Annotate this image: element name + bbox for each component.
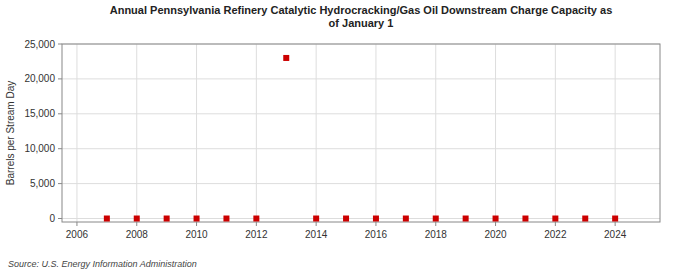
tick-label: 15,000 <box>24 108 55 119</box>
point <box>313 216 319 222</box>
tick-mark <box>375 222 376 226</box>
point <box>253 216 259 222</box>
chart: 05,00010,00015,00020,00025,0002006200820… <box>0 0 675 275</box>
tick-label: 20,000 <box>24 73 55 84</box>
tick-label: 2018 <box>425 229 448 240</box>
tick-mark <box>58 78 62 79</box>
point <box>373 216 379 222</box>
tick-mark <box>58 44 62 45</box>
grid-line <box>136 44 137 222</box>
point <box>582 216 588 222</box>
tick-label: 25,000 <box>24 39 55 50</box>
tick-mark <box>58 113 62 114</box>
tick-mark <box>256 222 257 226</box>
tick-mark <box>58 218 62 219</box>
title-line: Annual Pennsylvania Refinery Catalytic H… <box>110 4 613 16</box>
point <box>134 216 140 222</box>
plot-frame <box>62 44 660 222</box>
source: Source: U.S. Energy Information Administ… <box>8 259 197 269</box>
tick-label: 2008 <box>126 229 149 240</box>
point <box>223 216 229 222</box>
tick-label: 2012 <box>245 229 268 240</box>
tick-mark <box>555 222 556 226</box>
grid-line <box>615 44 616 222</box>
y-axis-label: Barrels per Stream Day <box>5 81 16 185</box>
grid-line <box>435 44 436 222</box>
grid-line <box>256 44 257 222</box>
title-line: of January 1 <box>329 17 394 29</box>
grid <box>62 44 660 222</box>
point <box>433 216 439 222</box>
tick-label: 2010 <box>185 229 208 240</box>
point <box>463 216 469 222</box>
tick-mark <box>495 222 496 226</box>
point <box>283 55 289 61</box>
grid-line <box>62 183 660 184</box>
grid-line <box>316 44 317 222</box>
grid-line <box>495 44 496 222</box>
y-axis: 0 5,000 10,000 15,000 20,000 25,000 <box>24 39 62 225</box>
tick-mark <box>58 183 62 184</box>
point <box>493 216 499 222</box>
tick-label: 2006 <box>66 229 89 240</box>
marks <box>104 55 618 222</box>
point <box>164 216 170 222</box>
tick-mark <box>58 148 62 149</box>
tick-label: 10,000 <box>24 143 55 154</box>
grid-line <box>76 44 77 222</box>
tick-mark <box>615 222 616 226</box>
point <box>104 216 110 222</box>
title: Annual Pennsylvania Refinery Catalytic H… <box>110 4 613 29</box>
grid-line <box>62 218 660 219</box>
point <box>343 216 349 222</box>
grid-line <box>375 44 376 222</box>
tick-label: 2022 <box>544 229 567 240</box>
grid-line <box>196 44 197 222</box>
grid-line <box>555 44 556 222</box>
tick-mark <box>316 222 317 226</box>
point <box>612 216 618 222</box>
tick-label: 2016 <box>365 229 388 240</box>
x-axis: 2006 2008 2010 2012 2014 2016 2018 2020 2022 2024 <box>66 222 627 240</box>
tick-mark <box>435 222 436 226</box>
point <box>522 216 528 222</box>
point <box>552 216 558 222</box>
tick-label: 2020 <box>484 229 507 240</box>
point <box>194 216 200 222</box>
point <box>403 216 409 222</box>
tick-mark <box>76 222 77 226</box>
tick-label: 2024 <box>604 229 627 240</box>
grid-line <box>62 113 660 114</box>
grid-line <box>62 148 660 149</box>
tick-label: 2014 <box>305 229 328 240</box>
tick-mark <box>136 222 137 226</box>
tick-label: 5,000 <box>30 178 55 189</box>
tick-label: 0 <box>49 213 55 224</box>
tick-mark <box>196 222 197 226</box>
grid-line <box>62 78 660 79</box>
